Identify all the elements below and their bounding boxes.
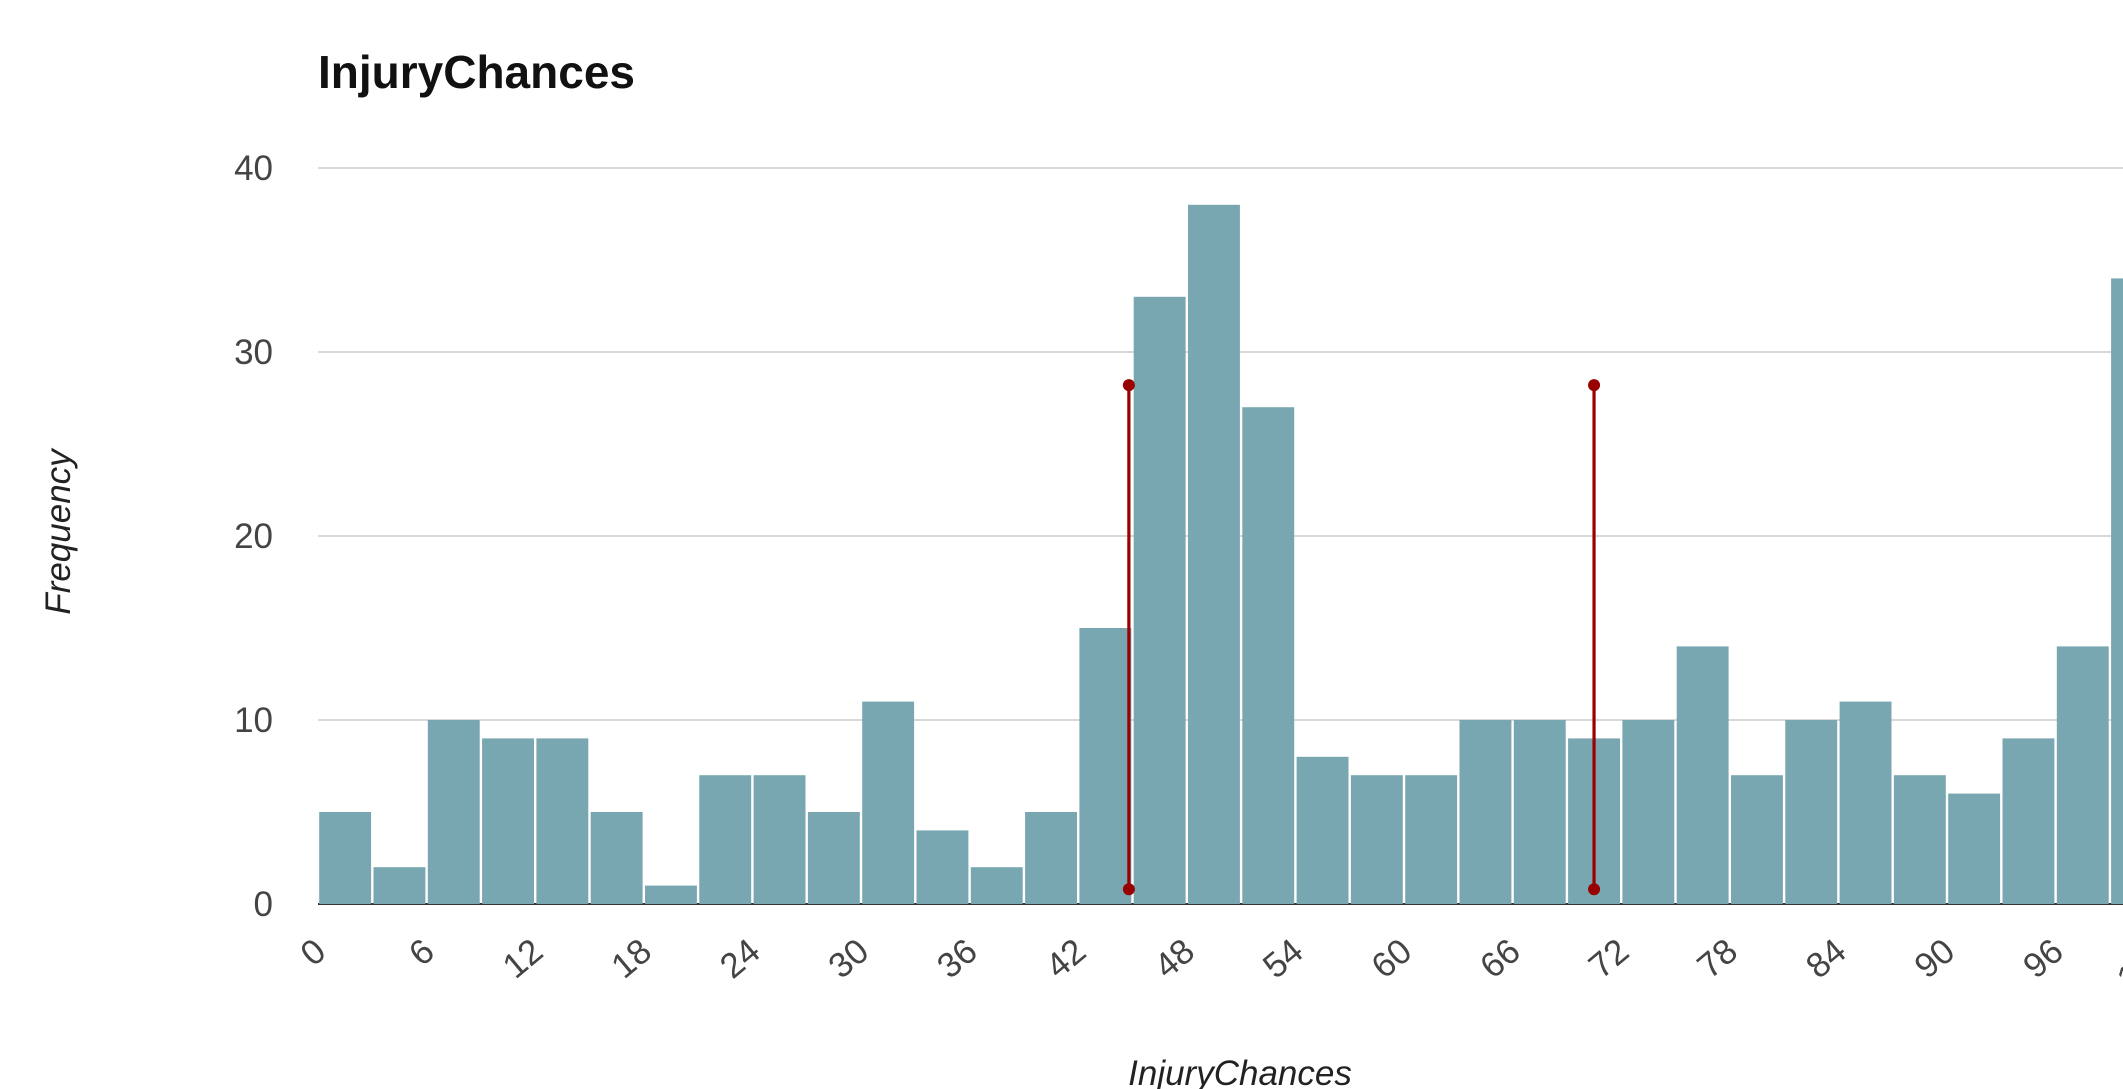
histogram-bar (373, 867, 426, 904)
histogram-bar (2002, 738, 2055, 904)
histogram-bar (1785, 720, 1838, 904)
histogram-bar (1459, 720, 1512, 904)
histogram-bar (1731, 775, 1783, 904)
x-tick-label: 48 (1147, 931, 1202, 986)
x-axis-label: InjuryChances (1128, 1054, 1352, 1089)
histogram-bar (1676, 646, 1729, 904)
histogram-bar (1296, 756, 1349, 904)
histogram-bar (1405, 775, 1458, 904)
y-tick-label: 10 (234, 701, 273, 740)
x-tick-label: 30 (821, 931, 876, 986)
histogram-bar (753, 775, 806, 904)
histogram-bar (590, 812, 643, 904)
marker-bottom-dot (1588, 883, 1601, 896)
markers (1122, 379, 1601, 896)
x-tick-label: 6 (402, 931, 442, 973)
histogram-bar (427, 720, 480, 904)
histogram-bar (1513, 720, 1566, 904)
x-tick-label: 66 (1473, 931, 1528, 986)
x-tick-label: 0 (293, 931, 333, 973)
x-tick-label: 36 (930, 931, 985, 986)
x-tick-label: 12 (495, 931, 550, 986)
x-tick-label: 72 (1581, 931, 1636, 986)
histogram-bar (1893, 775, 1946, 904)
histogram-bar (536, 738, 589, 904)
x-tick-label: 42 (1038, 931, 1093, 986)
y-axis-label: Frequency (39, 447, 78, 615)
histogram-bar (1242, 407, 1295, 904)
x-tick-labels: 0 6 12 18 24 30 36 42 48 54 60 66 72 78 84 90 96 102 (293, 931, 2123, 998)
y-tick-label: 20 (234, 517, 273, 556)
histogram-bar (699, 775, 752, 904)
histogram-bar (1948, 793, 2001, 904)
marker-top-dot (1122, 379, 1135, 392)
x-tick-label: 24 (713, 931, 768, 986)
histogram-bar (482, 738, 534, 904)
y-tick-labels: 0 10 20 30 40 (234, 149, 273, 924)
histogram-bar (862, 701, 915, 904)
x-tick-label: 60 (1364, 931, 1419, 986)
histogram-bar (1133, 296, 1186, 904)
histogram-bar (1025, 812, 1077, 904)
histogram-bar (1839, 701, 1892, 904)
histogram-bar (645, 885, 697, 904)
x-tick-label: 96 (2016, 931, 2071, 986)
x-tick-label: 90 (1907, 931, 1962, 986)
y-tick-label: 40 (234, 149, 273, 188)
y-tick-label: 30 (234, 333, 273, 372)
marker-top-dot (1588, 379, 1601, 392)
marker-bottom-dot (1122, 883, 1135, 896)
histogram-bar (1622, 720, 1675, 904)
bars (319, 204, 2123, 905)
histogram-bar (807, 812, 860, 904)
histogram-bar (319, 812, 372, 904)
histogram-bar (1188, 204, 1240, 905)
y-tick-label: 0 (254, 885, 273, 924)
x-tick-label: 84 (1799, 931, 1854, 986)
histogram-bar (1079, 628, 1132, 904)
histogram-bar (1350, 775, 1403, 904)
histogram-bar (2111, 278, 2123, 904)
chart-title: InjuryChances (318, 46, 635, 98)
x-tick-label: 102 (2110, 931, 2123, 998)
histogram-bar (970, 867, 1023, 904)
histogram-bar (2056, 646, 2109, 904)
x-tick-label: 54 (1256, 931, 1311, 986)
x-tick-label: 18 (604, 931, 659, 986)
x-tick-label: 78 (1690, 931, 1745, 986)
histogram-bar (916, 830, 969, 904)
